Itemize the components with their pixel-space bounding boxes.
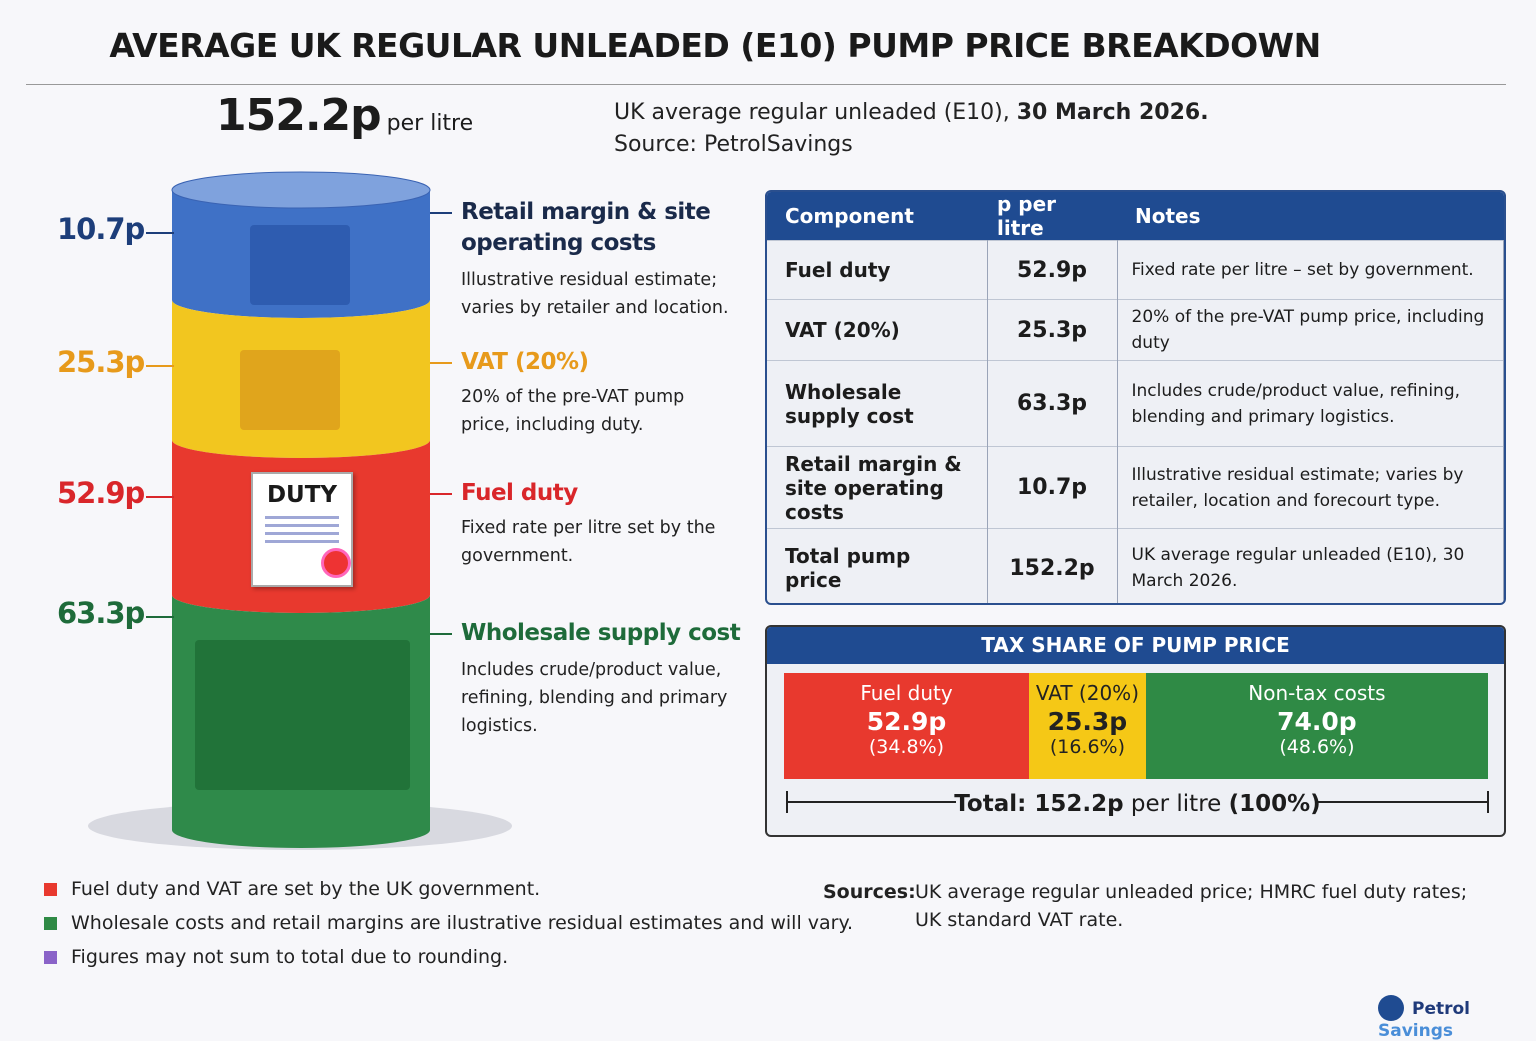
- cell-notes: Illustrative residual estimate; varies b…: [1117, 446, 1504, 529]
- segment-value: 25.3p: [1047, 707, 1128, 736]
- note-text: Figures may not sum to total due to roun…: [71, 946, 509, 968]
- side-text-vat: 20% of the pre-VAT pump price, including…: [461, 387, 685, 435]
- col-value: p per litre: [987, 192, 1117, 241]
- note-item: Figures may not sum to total due to roun…: [44, 946, 853, 980]
- sources-line2: UK standard VAT rate.: [915, 909, 1124, 931]
- sources-label: Sources:: [823, 881, 916, 903]
- table-header: Component p per litre Notes: [767, 192, 1504, 241]
- sources: Sources: UK average regular unleaded pri…: [823, 878, 1467, 938]
- table-row: Fuel duty 52.9p Fixed rate per litre – s…: [767, 240, 1504, 300]
- price-value: 152.2p: [216, 90, 382, 141]
- cylinder-chart: [88, 171, 512, 850]
- side-text-retail: Illustrative residual estimate; varies b…: [461, 270, 729, 318]
- tax-share-panel: TAX SHARE OF PUMP PRICE Fuel duty 52.9p …: [765, 625, 1506, 837]
- segment-pct: (48.6%): [1279, 736, 1355, 758]
- value-label-duty: 52.9p: [57, 476, 145, 510]
- total-pct: (100%): [1228, 791, 1321, 817]
- cell-component: Fuel duty: [767, 240, 988, 300]
- leader-line: [146, 365, 174, 367]
- total-value: Total: 152.2p: [954, 791, 1124, 817]
- subtitle-prefix: UK average regular unleaded (E10),: [614, 100, 1010, 125]
- cell-notes: Includes crude/product value, refining, …: [1117, 360, 1504, 447]
- side-title-vat: VAT (20%): [461, 349, 589, 375]
- duty-document-icon: DUTY: [251, 472, 353, 587]
- brand-part1: Petrol: [1412, 999, 1471, 1019]
- note-text: Fuel duty and VAT are set by the UK gove…: [71, 878, 541, 900]
- side-text-wholesale: Includes crude/product value, refining, …: [461, 660, 728, 736]
- leader-line: [430, 633, 452, 635]
- leader-line: [430, 493, 452, 495]
- brand-logo: Petrol Savings: [1378, 995, 1536, 1041]
- cash-register-coins-icon: [240, 350, 340, 430]
- cell-value: 63.3p: [987, 360, 1118, 447]
- segment-label: Fuel duty: [860, 681, 953, 705]
- leader-line: [430, 362, 452, 364]
- cell-value: 52.9p: [987, 240, 1118, 300]
- table-row: Total pump price 152.2p UK average regul…: [767, 528, 1504, 603]
- sources-line1: UK average regular unleaded price; HMRC …: [915, 881, 1468, 903]
- tax-segment: Fuel duty 52.9p (34.8%): [784, 673, 1029, 779]
- subtitle-date: 30 March 2026.: [1016, 100, 1209, 125]
- table-row: VAT (20%) 25.3p 20% of the pre-VAT pump …: [767, 299, 1504, 361]
- duty-seal-text: DUTY: [266, 482, 338, 508]
- cell-component: Total pump price: [767, 528, 988, 603]
- value-label-retail: 10.7p: [57, 212, 145, 246]
- segment-value: 74.0p: [1277, 707, 1357, 736]
- segment-label: Non-tax costs: [1248, 681, 1386, 705]
- segment-label: VAT (20%): [1035, 681, 1139, 705]
- tax-segment: VAT (20%) 25.3p (16.6%): [1028, 673, 1146, 779]
- cell-component: Retail margin & site operating costs: [767, 446, 988, 529]
- note-item: Fuel duty and VAT are set by the UK gove…: [44, 878, 853, 912]
- price-unit: per litre: [386, 111, 474, 136]
- legend-square-icon: [44, 951, 57, 964]
- cylinder-top: [171, 171, 431, 209]
- col-component: Component: [767, 192, 987, 241]
- side-title-duty: Fuel duty: [461, 480, 578, 506]
- side-text-duty: Fixed rate per litre set by the governme…: [461, 518, 716, 566]
- tax-share-title: TAX SHARE OF PUMP PRICE: [767, 627, 1504, 664]
- breakdown-table: Component p per litre Notes Fuel duty 52…: [765, 190, 1506, 605]
- cell-value: 25.3p: [987, 299, 1118, 361]
- col-notes: Notes: [1117, 192, 1504, 241]
- shop-icon: [250, 225, 350, 305]
- cell-component: Wholesale supply cost: [767, 360, 988, 447]
- table-row: Wholesale supply cost 63.3p Includes cru…: [767, 360, 1504, 447]
- segment-pct: (16.6%): [1049, 736, 1125, 758]
- brand-part2: Savings: [1378, 1021, 1454, 1041]
- cell-notes: UK average regular unleaded (E10), 30 Ma…: [1117, 528, 1504, 603]
- subtitle: UK average regular unleaded (E10), 30 Ma…: [614, 97, 1209, 161]
- brand-icon: [1378, 995, 1404, 1021]
- value-label-wholesale: 63.3p: [57, 596, 145, 630]
- side-title-retail: Retail margin & site operating costs: [461, 199, 711, 256]
- source-line: Source: PetrolSavings: [614, 132, 853, 157]
- leader-line: [146, 616, 174, 618]
- cell-value: 10.7p: [987, 446, 1118, 529]
- legend-square-icon: [44, 917, 57, 930]
- note-text: Wholesale costs and retail margins are i…: [71, 912, 854, 934]
- divider: [26, 84, 1506, 85]
- segment-pct: (34.8%): [868, 736, 945, 758]
- side-title-wholesale: Wholesale supply cost: [461, 620, 741, 646]
- oil-refinery-icon: [195, 640, 410, 790]
- headline-price: 152.2p per litre: [216, 90, 473, 141]
- leader-line: [430, 212, 452, 214]
- cell-value: 152.2p: [987, 528, 1118, 603]
- segment-value: 52.9p: [866, 707, 947, 736]
- leader-line: [146, 496, 174, 498]
- page-title: AVERAGE UK REGULAR UNLEADED (E10) PUMP P…: [109, 26, 1321, 65]
- cell-notes: Fixed rate per litre – set by government…: [1117, 240, 1504, 300]
- tax-segment: Non-tax costs 74.0p (48.6%): [1145, 673, 1488, 779]
- table-row: Retail margin & site operating costs 10.…: [767, 446, 1504, 529]
- total-line: Total: 152.2p per litre (100%): [767, 791, 1504, 817]
- value-label-vat: 25.3p: [57, 345, 145, 379]
- cell-notes: 20% of the pre-VAT pump price, including…: [1117, 299, 1504, 361]
- cell-component: VAT (20%): [767, 299, 988, 361]
- note-item: Wholesale costs and retail margins are i…: [44, 912, 853, 946]
- legend-square-icon: [44, 883, 57, 896]
- notes-list: Fuel duty and VAT are set by the UK gove…: [44, 878, 853, 980]
- leader-line: [146, 232, 174, 234]
- total-unit: per litre: [1130, 791, 1222, 817]
